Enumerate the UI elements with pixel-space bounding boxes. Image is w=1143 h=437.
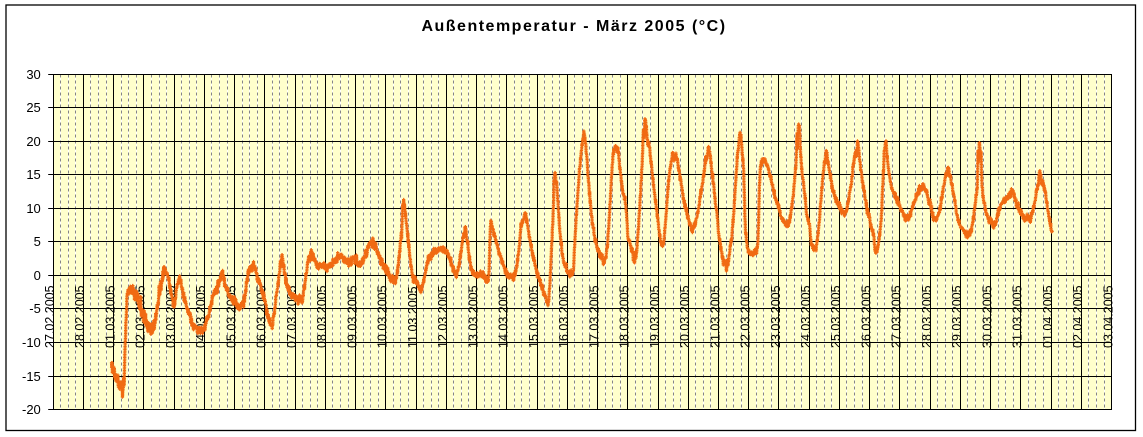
svg-text:23.03.2005: 23.03.2005 xyxy=(769,285,783,348)
svg-text:20: 20 xyxy=(26,134,40,149)
svg-text:27.02.2005: 27.02.2005 xyxy=(43,285,57,348)
svg-text:09.03.2005: 09.03.2005 xyxy=(345,285,359,348)
svg-text:25: 25 xyxy=(26,100,40,115)
svg-text:28.02.2005: 28.02.2005 xyxy=(73,285,87,348)
svg-text:01.03.2005: 01.03.2005 xyxy=(104,285,118,348)
svg-text:24.03.2005: 24.03.2005 xyxy=(799,285,813,348)
svg-text:10.03.2005: 10.03.2005 xyxy=(376,285,390,348)
svg-text:-5: -5 xyxy=(29,301,41,316)
svg-text:13.03.2005: 13.03.2005 xyxy=(466,285,480,348)
svg-text:10: 10 xyxy=(26,201,40,216)
svg-text:29.03.2005: 29.03.2005 xyxy=(950,285,964,348)
svg-text:01.04.2005: 01.04.2005 xyxy=(1041,285,1055,348)
svg-text:21.03.2005: 21.03.2005 xyxy=(708,285,722,348)
svg-text:22.03.2005: 22.03.2005 xyxy=(739,285,753,348)
svg-text:15.03.2005: 15.03.2005 xyxy=(527,285,541,348)
svg-text:27.03.2005: 27.03.2005 xyxy=(890,285,904,348)
svg-text:-20: -20 xyxy=(22,402,41,417)
svg-text:15: 15 xyxy=(26,167,40,182)
svg-text:-15: -15 xyxy=(22,369,41,384)
svg-text:30.03.2005: 30.03.2005 xyxy=(980,285,994,348)
svg-text:5: 5 xyxy=(34,234,41,249)
svg-text:20.03.2005: 20.03.2005 xyxy=(678,285,692,348)
svg-text:Außentemperatur - März 2005 (°: Außentemperatur - März 2005 (°C) xyxy=(421,18,726,35)
svg-text:11.03.2005: 11.03.2005 xyxy=(406,286,420,348)
svg-text:0: 0 xyxy=(34,268,41,283)
svg-text:18.03.2005: 18.03.2005 xyxy=(618,285,632,348)
svg-text:19.03.2005: 19.03.2005 xyxy=(648,285,662,348)
svg-text:16.03.2005: 16.03.2005 xyxy=(557,285,571,348)
svg-text:08.03.2005: 08.03.2005 xyxy=(315,285,329,348)
svg-text:17.03.2005: 17.03.2005 xyxy=(587,285,601,348)
svg-text:02.04.2005: 02.04.2005 xyxy=(1071,285,1085,348)
svg-text:03.04.2005: 03.04.2005 xyxy=(1101,285,1115,348)
svg-text:14.03.2005: 14.03.2005 xyxy=(497,285,511,348)
svg-text:-10: -10 xyxy=(22,335,41,350)
svg-text:31.03.2005: 31.03.2005 xyxy=(1011,285,1025,348)
svg-text:12.03.2005: 12.03.2005 xyxy=(436,285,450,348)
svg-text:28.03.2005: 28.03.2005 xyxy=(920,285,934,348)
svg-text:30: 30 xyxy=(26,67,40,82)
svg-text:25.03.2005: 25.03.2005 xyxy=(829,285,843,348)
svg-text:26.03.2005: 26.03.2005 xyxy=(860,285,874,348)
